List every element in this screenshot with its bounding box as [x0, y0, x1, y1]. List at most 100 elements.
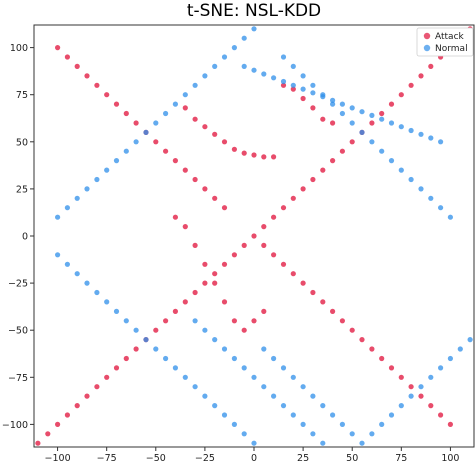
normal-point	[94, 289, 100, 296]
attack-point	[330, 308, 336, 314]
normal-point	[74, 271, 80, 277]
normal-point	[271, 393, 277, 399]
attack-point	[35, 440, 41, 446]
x-tick-label: −75	[97, 453, 117, 464]
attack-point	[290, 271, 296, 277]
normal-point	[74, 195, 80, 201]
normal-point	[261, 71, 267, 77]
normal-point	[408, 393, 414, 399]
normal-point	[428, 135, 434, 141]
attack-point	[271, 214, 277, 220]
attack-point	[310, 105, 316, 111]
y-tick-label: 0	[22, 232, 28, 243]
y-tick-label: −100	[2, 420, 28, 431]
normal-point	[300, 421, 306, 427]
attack-point	[45, 431, 51, 437]
normal-point	[271, 75, 277, 81]
normal-point	[280, 54, 287, 60]
normal-point	[438, 365, 444, 371]
normal-point	[104, 299, 110, 305]
normal-point	[261, 346, 267, 352]
attack-point	[231, 318, 237, 324]
normal-point	[330, 97, 336, 103]
normal-point	[241, 365, 247, 371]
normal-point	[290, 63, 296, 69]
attack-point	[172, 308, 178, 314]
normal-point	[84, 280, 90, 286]
normal-point	[153, 120, 159, 126]
attack-point	[320, 299, 326, 305]
normal-point	[133, 139, 139, 145]
normal-point	[143, 129, 149, 135]
attack-point	[153, 139, 159, 145]
normal-point	[241, 63, 247, 69]
attack-point	[447, 421, 453, 427]
attack-point	[231, 146, 237, 152]
normal-point	[408, 127, 414, 134]
normal-point	[182, 92, 188, 98]
normal-point	[349, 120, 355, 126]
attack-point	[438, 412, 444, 418]
attack-point	[221, 261, 228, 267]
normal-point	[212, 403, 218, 409]
y-tick-label: −75	[8, 373, 28, 384]
x-tick-label: 100	[441, 453, 459, 464]
normal-point	[251, 440, 257, 446]
normal-point	[438, 205, 444, 211]
y-tick-label: 25	[16, 184, 28, 195]
attack-point	[172, 214, 178, 220]
normal-point	[94, 176, 100, 183]
attack-point	[104, 92, 110, 98]
normal-point	[349, 105, 355, 111]
attack-point	[94, 82, 100, 88]
normal-point	[388, 158, 395, 164]
normal-point	[379, 116, 385, 122]
normal-point	[113, 308, 120, 314]
normal-point	[339, 421, 345, 427]
attack-point	[398, 374, 404, 380]
normal-point	[251, 67, 257, 73]
attack-point	[379, 355, 385, 362]
normal-point	[231, 421, 237, 427]
normal-point	[300, 384, 306, 390]
attack-point	[280, 261, 287, 267]
normal-point	[447, 214, 453, 220]
normal-point	[202, 327, 208, 333]
attack-point	[251, 233, 257, 239]
attack-point	[300, 95, 306, 102]
y-tick-label: 100	[10, 43, 28, 54]
legend: Attack Normal	[416, 27, 474, 57]
normal-point	[359, 129, 365, 135]
attack-point	[379, 110, 385, 117]
attack-point	[408, 82, 414, 88]
attack-point	[418, 73, 424, 79]
normal-point	[330, 101, 336, 107]
normal-point	[379, 421, 385, 427]
legend-label-attack: Attack	[435, 32, 465, 42]
attack-point	[182, 224, 188, 230]
x-tick-label: 75	[395, 453, 407, 464]
normal-point	[163, 110, 169, 117]
normal-point	[300, 73, 306, 79]
normal-point	[428, 374, 434, 380]
attack-point	[290, 195, 296, 201]
attack-point	[123, 110, 129, 117]
normal-point	[388, 412, 395, 418]
normal-point	[172, 365, 178, 371]
normal-point	[310, 82, 316, 88]
attack-point	[104, 374, 110, 380]
normal-point	[251, 374, 257, 380]
normal-point	[320, 92, 326, 98]
y-tick-label: 50	[16, 137, 28, 148]
legend-label-normal: Normal	[435, 44, 468, 54]
attack-point	[202, 124, 208, 130]
normal-point	[388, 120, 395, 126]
normal-point	[310, 431, 316, 437]
normal-point	[163, 355, 169, 362]
attack-point	[55, 45, 61, 51]
x-tick-label: −100	[45, 453, 71, 464]
normal-point	[320, 440, 326, 446]
normal-point	[359, 440, 365, 446]
normal-point	[202, 393, 208, 399]
x-tick-label: −50	[146, 453, 166, 464]
